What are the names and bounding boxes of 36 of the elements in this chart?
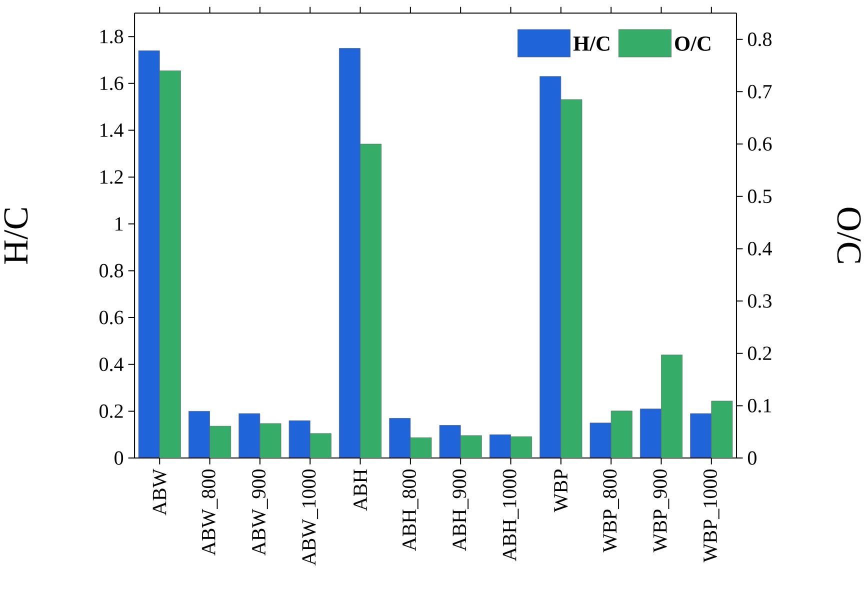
x-tick-label: ABH_900 xyxy=(452,469,469,551)
x-tick-label: ABW xyxy=(152,468,166,516)
y2-tick-label: 0 xyxy=(748,451,756,465)
x-tick-label: WBP_1000 xyxy=(703,469,720,562)
y2-tick-label: 0.8 xyxy=(748,32,772,46)
x-tick-label: ABH_1000 xyxy=(502,469,519,562)
y-tick-label: 0 xyxy=(114,451,124,465)
legend-label: H/C xyxy=(573,36,610,51)
x-tick-label: WBP xyxy=(554,470,568,512)
y2-tick-label: 0.4 xyxy=(748,242,772,256)
y-tick-label: 0.8 xyxy=(100,264,124,278)
y2-tick-label: 0.5 xyxy=(748,190,772,204)
y2-tick-label: 0.1 xyxy=(748,398,772,412)
x-tick-label: ABW_900 xyxy=(252,469,268,556)
x-tick-label: ABW_1000 xyxy=(302,469,318,566)
y2-tick-label: 0.6 xyxy=(748,137,772,151)
bar xyxy=(661,354,682,458)
x-tick-label: WBP_900 xyxy=(653,469,670,552)
y-tick-label: 1.4 xyxy=(100,123,124,137)
y-tick-label: 0.4 xyxy=(100,358,124,372)
x-tick-label: ABH_800 xyxy=(402,469,418,551)
y-tick-label: 0.2 xyxy=(100,404,123,418)
y2-tick-label: 0.2 xyxy=(748,346,772,360)
x-tick-label: ABW_800 xyxy=(202,469,218,556)
y2-tick-label: 0.7 xyxy=(748,84,772,98)
x-tick-label: WBP_800 xyxy=(603,469,620,552)
y-axis-title: H/C xyxy=(4,208,28,264)
y-tick-label: 1.2 xyxy=(100,170,123,184)
y2-tick-label: 0.3 xyxy=(748,294,772,308)
y-tick-label: 1.6 xyxy=(100,76,124,90)
legend-label: O/C xyxy=(675,36,710,51)
y-tick-label: 1 xyxy=(116,217,123,230)
y-tick-label: 1.8 xyxy=(100,30,124,44)
y-tick-label: 0.6 xyxy=(100,310,124,324)
x-tick-label: ABH xyxy=(354,469,367,511)
y2-axis-title: O/C xyxy=(837,208,861,263)
